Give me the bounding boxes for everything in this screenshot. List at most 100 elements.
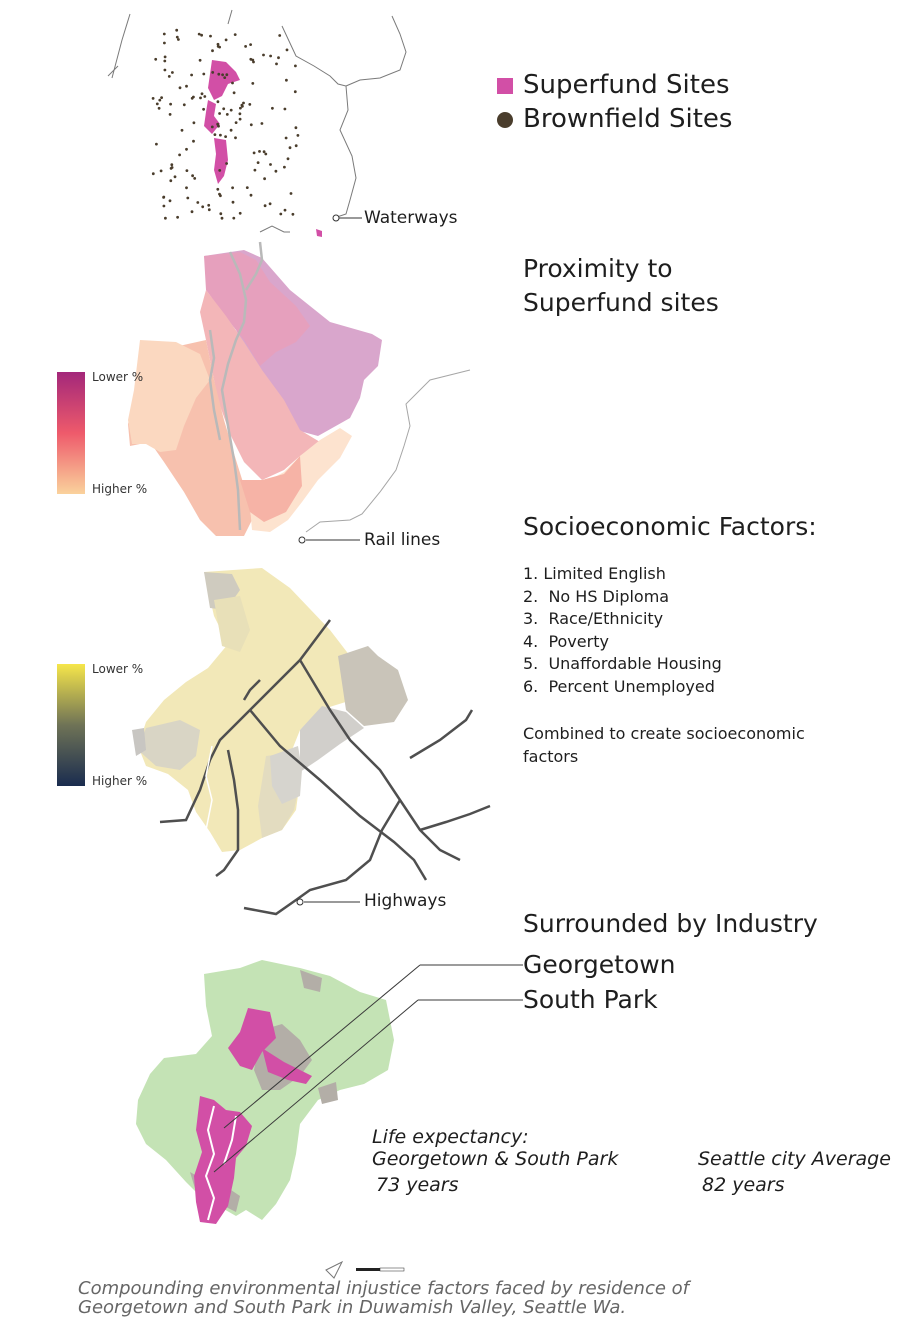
brownfield-dot [229,108,233,112]
caption-line2: Georgetown and South Park in Duwamish Va… [78,1297,627,1318]
brownfield-dot [274,169,278,173]
brownfield-dot [286,157,290,161]
life-expectancy-local-value: 73 years [376,1174,459,1196]
brownfield-dot [163,59,167,63]
brownfield-dot [283,107,287,111]
brownfield-dot [256,161,260,165]
brownfield-dot [175,28,179,32]
brownfield-dot [251,82,255,85]
brownfield-dot [229,128,233,132]
highways-callout-label: Highways [364,891,447,911]
factor-item: 5. Unaffordable Housing [523,654,722,674]
socioeconomic-note: Combined to create socioeconomic factors [523,723,805,768]
brownfield-dot [294,144,298,148]
brownfield-dot [167,75,171,78]
brownfield-dot [151,172,155,176]
brownfield-dot [234,136,237,140]
brownfield-dot [176,215,180,219]
brownfield-dot [263,177,266,181]
brownfield-dot [293,90,297,94]
brownfield-dot [200,92,204,96]
brownfield-dot [170,163,174,167]
brownfield-dot [157,106,161,110]
industry-title: Surrounded by Industry [523,909,818,938]
brownfield-dot [151,97,155,100]
brownfield-dot [185,169,189,173]
brownfield-dot [173,175,177,179]
south-park-label: South Park [523,985,658,1014]
brownfield-dot [294,64,297,68]
brownfield-dot [211,49,214,53]
legend-item-superfund: Superfund Sites [495,70,755,102]
brownfield-dot [279,212,283,216]
brownfield-dot [190,210,194,214]
socioeconomic-map [132,568,491,916]
brownfield-dot [268,202,272,206]
brownfield-dot [278,34,282,37]
brownfield-dot [252,60,255,64]
brownfield-dot [202,72,206,76]
proximity-title: Proximity to Superfund sites [523,252,719,320]
brownfield-dot [289,192,293,195]
brownfield-dot [162,196,166,199]
brownfield-dot [207,203,211,207]
brownfield-dot [285,48,289,52]
brownfield-dot [216,187,220,191]
proximity-title-line2: Superfund sites [523,288,719,317]
brownfield-dot [169,179,173,183]
brownfield-dot [271,106,274,110]
brownfield-dot [223,76,227,79]
brownfield-dot [207,208,211,212]
industry-map [136,960,523,1279]
brownfield-dot [211,71,215,74]
brownfield-dot [180,128,184,132]
brownfield-dot [220,216,224,220]
waterway-line [107,65,119,77]
brownfield-site-dots [151,28,300,220]
brownfield-dot [285,78,288,82]
brownfield-dot [216,45,220,48]
brownfield-dot [238,117,242,121]
proximity-map [128,241,471,544]
brownfield-dot [219,133,222,137]
brownfield-dot [244,45,248,48]
factor-item: 2. No HS Diploma [523,586,670,606]
brownfield-dot [182,103,186,107]
brownfield-dot [264,152,268,156]
brownfield-dot [225,73,229,77]
brownfield-dot [163,68,167,72]
brownfield-dot [283,165,286,169]
factor-item: 3. Race/Ethnicity [523,609,664,629]
georgetown-label: Georgetown [523,950,676,979]
brownfield-dot [217,72,221,76]
brownfield-dot [294,126,298,130]
brownfield-dot [238,112,242,116]
brownfield-dot [196,201,200,204]
city-average-value: 82 years [702,1174,785,1196]
brownfield-dot [275,62,278,66]
brownfield-dot [221,73,225,77]
superfund-site-shapes [204,60,322,237]
brownfield-dot [232,91,236,95]
socioeconomic-scale-bottom-label: Higher % [92,774,148,788]
brownfield-dot [262,150,266,154]
brownfield-dot [249,43,253,46]
waterway-line [227,9,233,25]
brownfield-dot [224,135,228,139]
brownfield-dot [248,103,252,106]
legend-label-brownfield: Brownfield Sites [523,104,733,134]
waterway-line [345,15,407,87]
brownfield-dot [169,102,173,106]
brownfield-dot [170,166,174,169]
brownfield-dot [242,101,245,105]
brownfield-dot [190,73,194,77]
brownfield-dot [197,32,201,36]
socioeconomic-factor-list: 1. Limited English 2. No HS Diploma 3. R… [523,563,722,699]
proximity-scale-bottom-label: Higher % [92,482,148,496]
brownfield-dot [155,142,158,146]
brownfield-dot [168,199,172,203]
city-average-label: Seattle city Average [698,1148,891,1170]
brownfield-dot [262,53,265,57]
waterway-line [259,225,290,233]
waterway-line [281,25,357,219]
